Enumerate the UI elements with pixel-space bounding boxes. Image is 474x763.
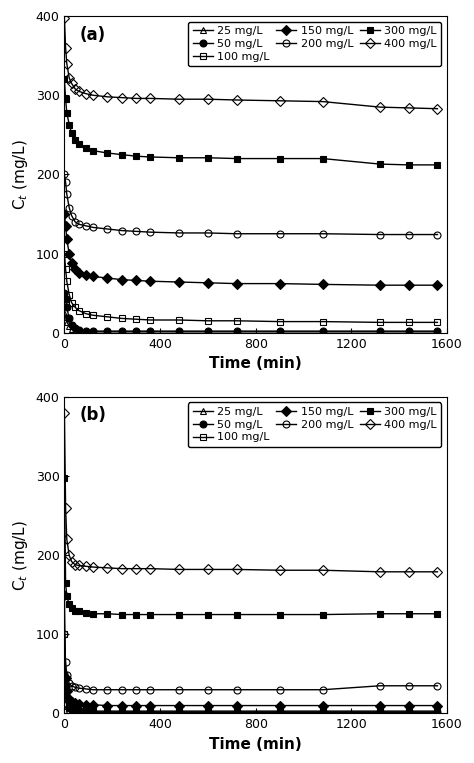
Legend: 25 mg/L, 50 mg/L, 100 mg/L, 150 mg/L, 200 mg/L, 300 mg/L, 400 mg/L: 25 mg/L, 50 mg/L, 100 mg/L, 150 mg/L, 20… — [188, 402, 441, 447]
X-axis label: Time (min): Time (min) — [210, 737, 302, 752]
X-axis label: Time (min): Time (min) — [210, 356, 302, 371]
Text: (a): (a) — [80, 26, 106, 43]
Legend: 25 mg/L, 50 mg/L, 100 mg/L, 150 mg/L, 200 mg/L, 300 mg/L, 400 mg/L: 25 mg/L, 50 mg/L, 100 mg/L, 150 mg/L, 20… — [188, 21, 441, 66]
Y-axis label: C$_t$ (mg/L): C$_t$ (mg/L) — [11, 139, 30, 210]
Text: (b): (b) — [80, 407, 107, 424]
Y-axis label: C$_t$ (mg/L): C$_t$ (mg/L) — [11, 520, 30, 591]
